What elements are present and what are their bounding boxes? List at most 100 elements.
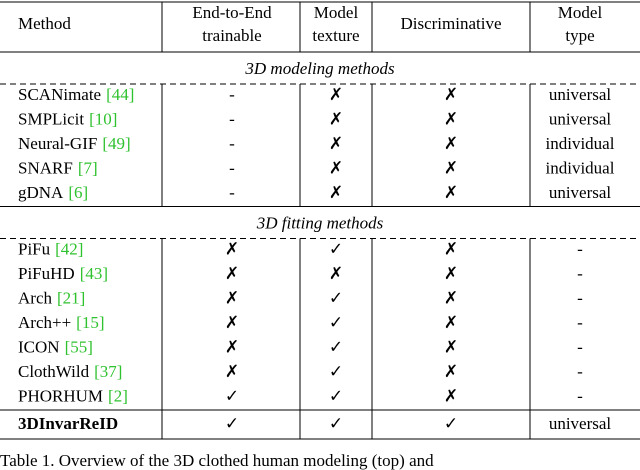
method-cell: PiFuHD [43] — [18, 264, 108, 283]
table-cell: individual — [546, 134, 615, 153]
citation: [15] — [76, 313, 104, 332]
table-cell: - — [577, 239, 583, 258]
method-name: PHORHUM — [18, 386, 103, 405]
table-cell: ✓ — [329, 414, 343, 433]
citation: [10] — [89, 109, 117, 128]
table-cell: ✓ — [225, 386, 239, 405]
section-title: 3D fitting methods — [256, 213, 384, 232]
table-cell: ✗ — [225, 288, 239, 307]
header-cell: Model — [558, 3, 603, 22]
table-cell: - — [577, 337, 583, 356]
table-cell: - — [577, 264, 583, 283]
citation: [2] — [108, 386, 128, 405]
header-cell: trainable — [202, 26, 261, 45]
method-name: Arch — [18, 288, 52, 307]
header-cell: texture — [312, 26, 359, 45]
caption: Table 1. Overview of the 3D clothed huma… — [0, 451, 434, 470]
table-cell: - — [577, 288, 583, 307]
table-cell: ✗ — [444, 288, 458, 307]
method-name: Arch++ — [18, 313, 71, 332]
method-name: ICON — [18, 337, 60, 356]
table-cell: ✗ — [329, 158, 343, 177]
method-cell: ClothWild [37] — [18, 362, 122, 381]
method-name: 3DInvarReID — [18, 414, 118, 433]
table-cell: ✗ — [329, 85, 343, 104]
table-cell: ✓ — [329, 362, 343, 381]
method-name: SMPLicit — [18, 109, 84, 128]
table-cell: ✓ — [329, 288, 343, 307]
table-cell: ✗ — [225, 239, 239, 258]
table-cell: universal — [549, 109, 612, 128]
method-cell: ICON [55] — [18, 337, 93, 356]
table-cell: universal — [549, 183, 612, 202]
table-cell: ✗ — [329, 109, 343, 128]
table-cell: - — [229, 85, 235, 104]
table-cell: ✗ — [444, 386, 458, 405]
method-cell: SNARF [7] — [18, 158, 98, 177]
method-cell: 3DInvarReID — [18, 414, 118, 433]
table-cell: - — [577, 386, 583, 405]
table-cell: ✗ — [225, 362, 239, 381]
citation: [43] — [80, 264, 108, 283]
table-cell: - — [577, 313, 583, 332]
table-cell: ✓ — [225, 414, 239, 433]
citation: [55] — [65, 337, 93, 356]
table-cell: - — [229, 183, 235, 202]
table-cell: ✗ — [444, 183, 458, 202]
method-name: PiFu — [18, 239, 51, 258]
header-cell: Model — [314, 3, 359, 22]
table-cell: ✗ — [225, 337, 239, 356]
citation: [49] — [102, 134, 130, 153]
section-title: 3D modeling methods — [244, 59, 395, 78]
table-cell: universal — [549, 414, 612, 433]
citation: [21] — [57, 288, 85, 307]
header-cell: type — [565, 26, 594, 45]
table-cell: ✗ — [444, 85, 458, 104]
method-cell: Arch++ [15] — [18, 313, 105, 332]
table-cell: ✗ — [329, 134, 343, 153]
table-cell: - — [229, 158, 235, 177]
header-cell: End-to-End — [192, 3, 272, 22]
method-name: ClothWild — [18, 362, 90, 381]
table-cell: ✗ — [444, 264, 458, 283]
table-cell: ✗ — [444, 239, 458, 258]
method-cell: Neural-GIF [49] — [18, 134, 131, 153]
method-name: Neural-GIF — [18, 134, 97, 153]
method-cell: SMPLicit [10] — [18, 109, 117, 128]
citation: [37] — [94, 362, 122, 381]
table-cell: ✗ — [444, 158, 458, 177]
table-cell: ✓ — [329, 313, 343, 332]
table-cell: ✗ — [444, 109, 458, 128]
table-cell: ✗ — [444, 337, 458, 356]
table-cell: ✗ — [225, 264, 239, 283]
citation: [42] — [55, 239, 83, 258]
method-name: SCANimate — [18, 85, 101, 104]
method-cell: PHORHUM [2] — [18, 386, 128, 405]
table-cell: individual — [546, 158, 615, 177]
header-cell: Method — [18, 14, 71, 33]
table-cell: - — [229, 134, 235, 153]
method-cell: gDNA [6] — [18, 183, 88, 202]
table-cell: ✓ — [329, 337, 343, 356]
table-cell: - — [577, 362, 583, 381]
table-cell: ✗ — [444, 362, 458, 381]
method-name: SNARF — [18, 158, 73, 177]
citation: [44] — [106, 85, 134, 104]
table-cell: ✓ — [329, 386, 343, 405]
method-name: gDNA — [18, 183, 64, 202]
table-cell: ✗ — [444, 313, 458, 332]
table-cell: ✗ — [329, 264, 343, 283]
table-cell: ✗ — [329, 183, 343, 202]
method-cell: PiFu [42] — [18, 239, 83, 258]
citation: [7] — [78, 158, 98, 177]
table-cell: - — [229, 109, 235, 128]
method-name: PiFuHD — [18, 264, 75, 283]
table-cell: ✗ — [225, 313, 239, 332]
method-cell: SCANimate [44] — [18, 85, 134, 104]
table-cell: ✗ — [444, 134, 458, 153]
method-cell: Arch [21] — [18, 288, 85, 307]
table-cell: ✓ — [444, 414, 458, 433]
table-cell: ✓ — [329, 239, 343, 258]
